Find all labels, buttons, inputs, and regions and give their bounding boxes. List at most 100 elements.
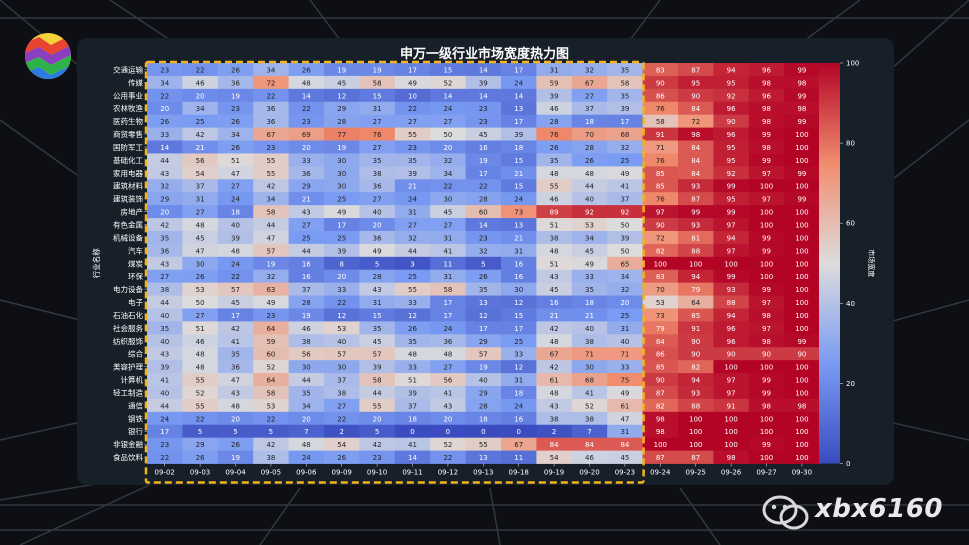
cell-value: 56 bbox=[302, 351, 311, 359]
row-label: 环保 bbox=[128, 272, 143, 281]
cell-value: 27 bbox=[373, 118, 382, 126]
heatmap-cell bbox=[642, 450, 679, 464]
cell-value: 17 bbox=[443, 299, 452, 307]
heatmap-cell bbox=[394, 386, 431, 400]
heatmap-cell bbox=[713, 127, 750, 141]
heatmap-cell bbox=[678, 295, 714, 309]
heatmap-cell bbox=[784, 166, 820, 180]
cell-value: 17 bbox=[408, 66, 417, 74]
cell-value: 23 bbox=[302, 118, 311, 126]
heatmap-cell bbox=[394, 127, 431, 141]
heatmap-cell bbox=[748, 334, 785, 348]
heatmap-cell bbox=[748, 308, 785, 322]
heatmap-cell bbox=[182, 205, 219, 219]
col-label: 09-06 bbox=[296, 469, 317, 477]
cell-value: 33 bbox=[302, 157, 311, 165]
heatmap-cell bbox=[501, 205, 537, 219]
heatmap-cell bbox=[394, 153, 431, 167]
cell-value: 31 bbox=[373, 105, 382, 113]
heatmap-cell bbox=[678, 424, 714, 439]
heatmap-cell bbox=[642, 192, 679, 206]
cell-value: 30 bbox=[337, 183, 346, 191]
cell-value: 45 bbox=[550, 286, 559, 294]
heatmap-cell bbox=[571, 166, 608, 180]
heatmap-cell bbox=[607, 75, 643, 90]
heatmap-cell bbox=[430, 334, 466, 348]
heatmap-cell bbox=[359, 256, 396, 271]
heatmap-cell bbox=[713, 360, 750, 374]
heatmap-cell bbox=[784, 75, 820, 90]
cell-value: 45 bbox=[479, 131, 488, 139]
heatmap-cell bbox=[642, 63, 679, 77]
cell-value: 48 bbox=[196, 364, 205, 372]
col-label: 09-04 bbox=[225, 469, 246, 477]
cell-value: 22 bbox=[302, 105, 311, 113]
cell-value: 5 bbox=[481, 260, 485, 268]
col-label: 09-25 bbox=[686, 469, 706, 477]
heatmap-cell bbox=[217, 192, 254, 206]
heatmap-cell bbox=[430, 295, 466, 309]
heatmap-cell bbox=[642, 101, 679, 116]
heatmap-cell bbox=[394, 282, 431, 296]
cell-value: 18 bbox=[479, 415, 488, 423]
row-label: 食品饮料 bbox=[113, 452, 143, 462]
cell-value: 100 bbox=[795, 209, 808, 217]
heatmap-cell bbox=[394, 398, 431, 413]
cell-value: 26 bbox=[196, 273, 205, 281]
heatmap-cell bbox=[147, 153, 183, 167]
cell-value: 90 bbox=[727, 351, 736, 359]
cell-value: 24 bbox=[408, 196, 417, 204]
heatmap-cell bbox=[430, 308, 466, 322]
heatmap-cell bbox=[182, 373, 219, 387]
cell-value: 41 bbox=[443, 389, 452, 397]
heatmap-cell bbox=[713, 437, 750, 451]
heatmap-cell bbox=[359, 218, 396, 232]
heatmap-cell bbox=[253, 450, 289, 464]
heatmap-cell bbox=[394, 411, 431, 426]
heatmap-cell bbox=[324, 63, 360, 77]
cell-value: 17 bbox=[337, 222, 346, 230]
cell-value: 39 bbox=[408, 170, 417, 178]
cell-value: 25 bbox=[514, 338, 523, 346]
cell-value: 15 bbox=[514, 183, 523, 191]
row-label: 综合 bbox=[128, 349, 143, 359]
heatmap-cell bbox=[217, 166, 254, 180]
heatmap-cell bbox=[642, 437, 679, 451]
cell-value: 30 bbox=[514, 286, 523, 294]
heatmap-cell bbox=[359, 192, 396, 206]
cell-value: 17 bbox=[479, 325, 488, 333]
heatmap-cell bbox=[748, 140, 785, 154]
heatmap-cell bbox=[642, 321, 679, 335]
heatmap-cell bbox=[571, 192, 608, 206]
cell-value: 48 bbox=[550, 389, 559, 397]
cell-value: 34 bbox=[196, 105, 205, 113]
heatmap-cell bbox=[288, 386, 325, 400]
cell-value: 21 bbox=[585, 312, 594, 320]
heatmap-cell bbox=[253, 101, 289, 116]
cell-value: 5 bbox=[233, 428, 237, 436]
cell-value: 97 bbox=[727, 389, 736, 397]
cell-value: 30 bbox=[443, 196, 452, 204]
cell-value: 98 bbox=[762, 118, 771, 126]
highlight-frame bbox=[144, 60, 645, 484]
heatmap-cell bbox=[465, 308, 502, 322]
cell-value: 43 bbox=[160, 351, 169, 359]
heatmap-cell bbox=[748, 243, 785, 258]
heatmap-cell bbox=[678, 63, 714, 77]
cell-value: 100 bbox=[760, 183, 773, 191]
row-label: 基础化工 bbox=[113, 155, 143, 165]
cell-value: 43 bbox=[302, 209, 311, 217]
cell-value: 39 bbox=[231, 234, 240, 242]
cell-value: 100 bbox=[724, 260, 737, 268]
cell-value: 92 bbox=[620, 209, 629, 217]
cell-value: 55 bbox=[196, 377, 205, 385]
cell-value: 52 bbox=[443, 441, 452, 449]
cell-value: 99 bbox=[797, 66, 806, 74]
cell-value: 100 bbox=[760, 364, 773, 372]
heatmap-cell bbox=[394, 179, 431, 193]
heatmap-cell bbox=[642, 179, 679, 193]
heatmap-cell bbox=[607, 450, 643, 464]
cell-value: 45 bbox=[373, 338, 382, 346]
cell-value: 23 bbox=[266, 312, 275, 320]
cell-value: 13 bbox=[479, 454, 488, 462]
